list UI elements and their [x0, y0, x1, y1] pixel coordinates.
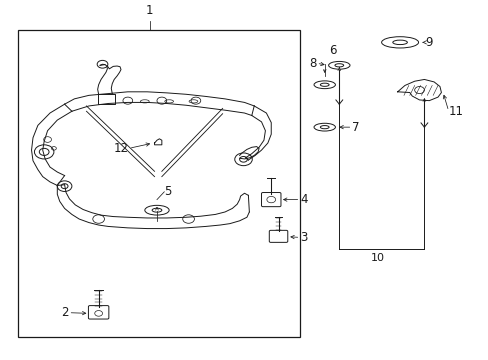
Text: 9: 9: [425, 36, 432, 49]
Bar: [19, 30, 300, 337]
Text: 3: 3: [300, 231, 307, 244]
Text: 12: 12: [114, 142, 128, 155]
Text: 2: 2: [61, 306, 68, 319]
Text: 4: 4: [300, 193, 307, 206]
Text: 11: 11: [448, 105, 463, 118]
Text: 7: 7: [352, 121, 359, 134]
Text: 6: 6: [329, 44, 336, 57]
Text: 1: 1: [145, 4, 153, 17]
Text: 8: 8: [308, 57, 316, 70]
Text: 10: 10: [370, 253, 385, 263]
Text: 5: 5: [164, 185, 171, 198]
